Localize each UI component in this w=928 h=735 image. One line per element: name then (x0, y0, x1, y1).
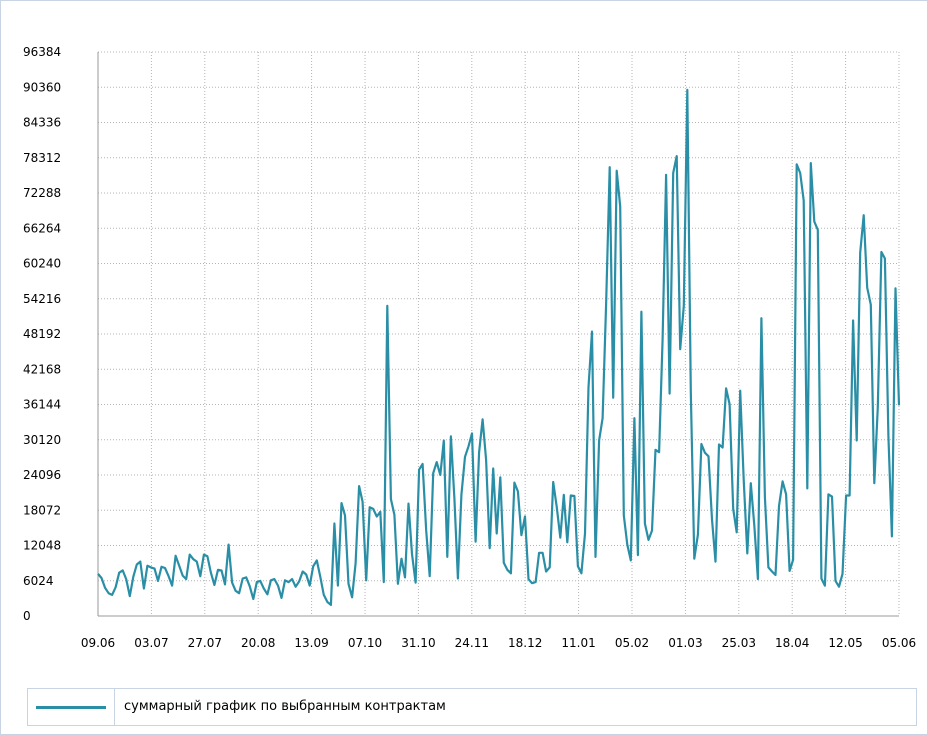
x-tick-label: 05.06 (882, 636, 916, 650)
x-tick-label: 01.03 (668, 636, 702, 650)
y-tick-label: 84336 (23, 116, 61, 130)
x-tick-label: 07.10 (348, 636, 382, 650)
series-line (97, 88, 901, 607)
x-tick-label: 27.07 (188, 636, 222, 650)
y-tick-label: 30120 (23, 433, 61, 447)
y-tick-label: 6024 (23, 574, 54, 588)
y-axis-ticks: 0 6024 12048 18072 24096 30120 36144 42168 48192… (23, 45, 61, 623)
y-tick-label: 96384 (23, 45, 61, 59)
legend-label: суммарный график по выбранным контрактам (124, 699, 446, 714)
y-tick-label: 66264 (23, 221, 61, 235)
x-tick-label: 11.01 (561, 636, 595, 650)
y-tick-label: 48192 (23, 327, 61, 341)
y-tick-label: 60240 (23, 257, 61, 271)
y-tick-label: 36144 (23, 398, 61, 412)
x-axis-ticks: 09.06 03.07 27.07 20.08 13.09 07.10 31.10 24.11… (81, 636, 916, 650)
y-tick-label: 78312 (23, 151, 61, 165)
x-tick-label: 24.11 (455, 636, 489, 650)
x-tick-label: 25.03 (722, 636, 756, 650)
x-tick-label: 03.07 (134, 636, 168, 650)
y-tick-label: 54216 (23, 292, 61, 306)
y-tick-label: 42168 (23, 362, 61, 376)
legend-swatch (36, 706, 106, 709)
grid (98, 51, 900, 616)
series-group (97, 88, 901, 607)
legend: суммарный график по выбранным контрактам (27, 688, 917, 726)
x-tick-label: 31.10 (401, 636, 435, 650)
x-tick-label: 18.04 (775, 636, 809, 650)
x-tick-label: 13.09 (294, 636, 328, 650)
y-tick-label: 24096 (23, 468, 61, 482)
x-tick-label: 18.12 (508, 636, 542, 650)
x-tick-label: 12.05 (828, 636, 862, 650)
x-tick-label: 20.08 (241, 636, 275, 650)
x-tick-label: 05.02 (615, 636, 649, 650)
line-chart: 0 6024 12048 18072 24096 30120 36144 42168 48192… (23, 45, 916, 650)
y-tick-label: 90360 (23, 80, 61, 94)
y-tick-label: 72288 (23, 186, 61, 200)
y-tick-label: 12048 (23, 539, 61, 553)
legend-divider (114, 689, 115, 725)
y-tick-label: 18072 (23, 503, 61, 517)
x-tick-label: 09.06 (81, 636, 115, 650)
y-tick-label: 0 (23, 609, 31, 623)
